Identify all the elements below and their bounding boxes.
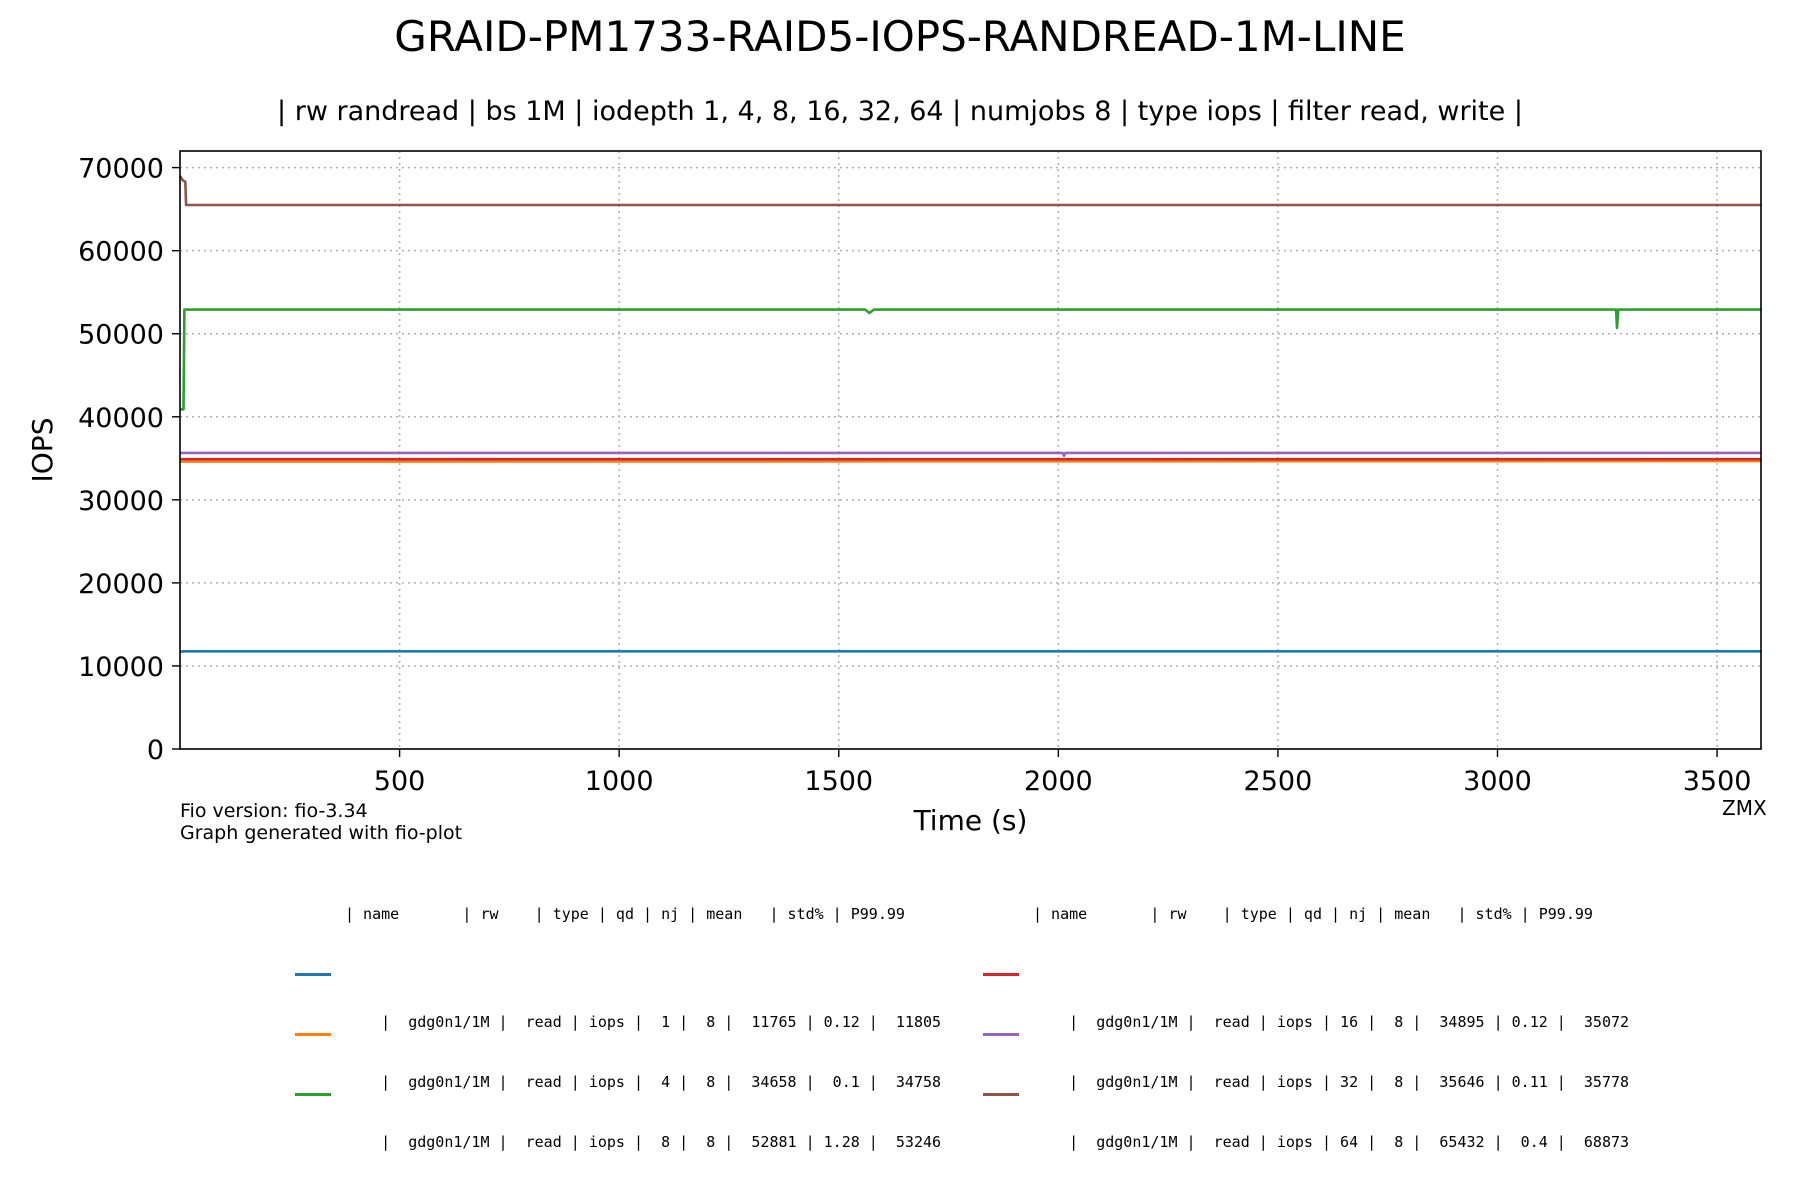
x-tick-label: 3500 — [1683, 766, 1752, 797]
legend-swatch — [983, 1033, 1019, 1036]
series-line-4 — [180, 451, 1761, 458]
legend-row: | gdg0n1/1M | read | iops | 8 | 8 | 5288… — [295, 1082, 941, 1151]
grid-lines — [180, 151, 1761, 749]
legend-row: | gdg0n1/1M | read | iops | 1 | 8 | 1176… — [295, 962, 941, 1031]
series-line-1 — [179, 459, 1762, 463]
line-chart: 500 1000 1500 2000 2500 3000 3500 0 10000 20000 30… — [26, 150, 1762, 837]
y-tick-label: 60000 — [78, 237, 164, 268]
fio-version-text: Fio version: fio-3.34 — [180, 800, 368, 822]
y-tick-label: 40000 — [78, 403, 164, 434]
legend-row: | gdg0n1/1M | read | iops | 4 | 8 | 3465… — [295, 1022, 941, 1091]
legend-row: | gdg0n1/1M | read | iops | 16 | 8 | 348… — [983, 962, 1629, 1031]
legend-swatch — [295, 1093, 331, 1096]
x-tick-label: 2000 — [1024, 766, 1093, 797]
y-tick-label: 20000 — [78, 569, 164, 600]
legend-header: | name | rw | type | qd | nj | mean | st… — [1033, 905, 1593, 923]
legend-swatch — [983, 973, 1019, 976]
y-tick-label: 50000 — [78, 320, 164, 351]
series-line-5 — [178, 175, 1761, 207]
legend-table-right: | name | rw | type | qd | nj | mean | st… — [983, 866, 1629, 1151]
series-lines — [178, 175, 1762, 654]
y-axis-label: IOPS — [26, 418, 59, 483]
plot-frame — [179, 150, 1762, 750]
series-line-0 — [179, 650, 1761, 654]
legend-row: | gdg0n1/1M | read | iops | 64 | 8 | 654… — [983, 1082, 1629, 1151]
y-tick-label: 70000 — [78, 154, 164, 185]
y-tick-label: 0 — [147, 735, 164, 766]
legend-row-text: | gdg0n1/1M | read | iops | 8 | 8 | 5288… — [381, 1133, 942, 1151]
legend-row: | gdg0n1/1M | read | iops | 32 | 8 | 356… — [983, 1022, 1629, 1091]
legend-swatch — [295, 1033, 331, 1036]
corner-label: ZMX — [1722, 796, 1767, 820]
x-tick-label: 3000 — [1463, 766, 1532, 797]
series-line-2 — [180, 308, 1761, 411]
legend-swatch — [983, 1093, 1019, 1096]
x-tick-label: 1000 — [585, 766, 654, 797]
legend-header: | name | rw | type | qd | nj | mean | st… — [345, 905, 905, 923]
x-tick-label: 500 — [374, 766, 426, 797]
x-axis-label: Time (s) — [913, 804, 1028, 837]
legend-row-text: | gdg0n1/1M | read | iops | 64 | 8 | 654… — [1069, 1133, 1630, 1151]
y-tick-label: 30000 — [78, 486, 164, 517]
chart-subtitle: | rw randread | bs 1M | iodepth 1, 4, 8,… — [277, 96, 1523, 127]
x-tick-label: 2500 — [1244, 766, 1313, 797]
chart-title: GRAID-PM1733-RAID5-IOPS-RANDREAD-1M-LINE — [394, 12, 1406, 61]
footer-info: Fio version: fio-3.34 Graph generated wi… — [180, 800, 462, 844]
legend-table-left: | name | rw | type | qd | nj | mean | st… — [295, 866, 941, 1151]
y-tick-label: 10000 — [78, 652, 164, 683]
legend-swatch — [295, 973, 331, 976]
generator-text: Graph generated with fio-plot — [180, 822, 463, 844]
x-tick-label: 1500 — [804, 766, 873, 797]
axis-ticks: 500 1000 1500 2000 2500 3000 3500 0 10000 20000 30… — [78, 154, 1751, 797]
